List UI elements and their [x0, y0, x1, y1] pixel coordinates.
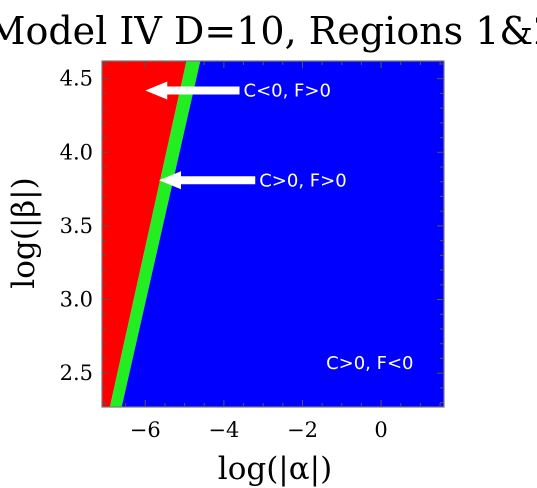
plot-frame	[101, 60, 445, 408]
x-tick-label: −2	[287, 418, 318, 442]
x-tick-label: −6	[130, 418, 161, 442]
chart-title: Model IV D=10, Regions 1&2	[0, 9, 537, 53]
annotation-label-2: C>0, F<0	[326, 353, 413, 374]
y-tick-label: 4.0	[60, 140, 93, 164]
x-axis-label: log(|α|)	[218, 451, 332, 487]
annotation-arrow-head-0	[145, 81, 168, 100]
region-1	[109, 61, 201, 407]
annotation-label-0: C<0, F>0	[244, 80, 331, 101]
y-tick-label: 3.5	[60, 214, 93, 238]
y-tick-label: 4.5	[60, 67, 93, 91]
y-tick-label: 3.0	[60, 288, 93, 312]
region-2	[121, 61, 444, 407]
region-0	[102, 61, 187, 407]
annotation-label-1: C>0, F>0	[259, 170, 346, 191]
x-tick-label: −4	[208, 418, 239, 442]
y-tick-label: 2.5	[60, 361, 93, 385]
x-tick-label: 0	[374, 418, 387, 442]
y-axis-label: log(|β|)	[6, 177, 42, 288]
annotation-arrow-head-1	[159, 171, 181, 190]
